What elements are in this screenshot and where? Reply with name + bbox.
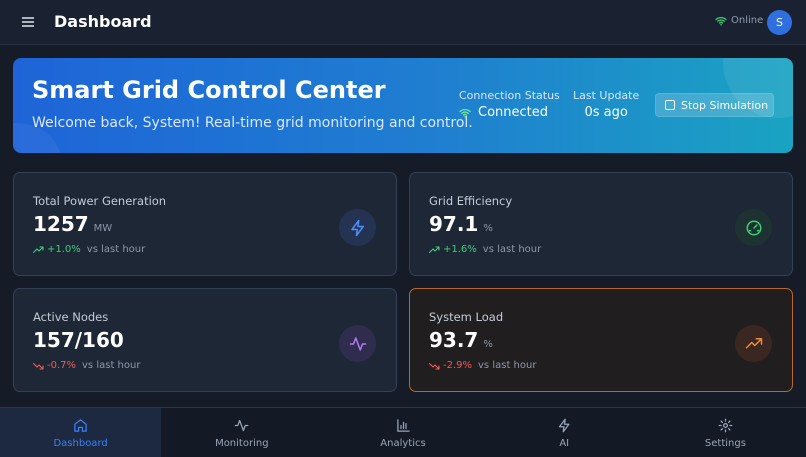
trend-value: +1.6% — [443, 244, 477, 255]
activity-icon — [234, 419, 249, 432]
nav-item-monitoring[interactable]: Monitoring — [161, 408, 322, 457]
metric-unit: % — [483, 223, 493, 234]
trend-suffix: vs last hour — [482, 244, 542, 255]
metric-label: System Load — [429, 310, 504, 324]
banner-subtitle: Welcome back, System! Real-time grid mon… — [32, 115, 473, 131]
nav-item-analytics[interactable]: Analytics — [322, 408, 483, 457]
trend-value: +1.0% — [47, 244, 81, 255]
banner-title: Smart Grid Control Center — [32, 76, 386, 104]
wifi-icon — [715, 16, 727, 26]
connection-indicator: Online — [715, 15, 763, 26]
menu-button[interactable] — [20, 14, 36, 30]
welcome-banner: Smart Grid Control Center Welcome back, … — [13, 58, 793, 153]
trend-suffix: vs last hour — [86, 244, 146, 255]
gear-icon — [718, 418, 733, 433]
metric-label: Active Nodes — [33, 310, 109, 324]
metric-label: Total Power Generation — [33, 194, 167, 208]
trending-up-icon — [735, 325, 772, 362]
lightning-icon — [339, 209, 376, 246]
trend-value: -2.9% — [443, 360, 473, 371]
nav-item-settings[interactable]: Settings — [645, 408, 806, 457]
metric-unit: MW — [93, 223, 113, 234]
connection-status-label: Connection Status — [459, 89, 560, 102]
connection-status: Connection Status Connected — [459, 89, 560, 120]
nav-label: Monitoring — [215, 438, 269, 449]
metric-value: 97.1 — [429, 212, 479, 236]
nav-item-ai[interactable]: AI — [484, 408, 645, 457]
bottom-nav: Dashboard Monitoring Analytics AI Settin… — [0, 407, 806, 457]
metric-card-load[interactable]: System Load 93.7 % -2.9% vs last hour — [409, 288, 793, 392]
nav-label: AI — [559, 438, 570, 449]
metric-trend: +1.6% vs last hour — [429, 244, 541, 255]
nav-label: Analytics — [380, 438, 426, 449]
last-update-value: 0s ago — [584, 105, 628, 120]
hamburger-icon — [22, 17, 34, 27]
metric-trend: -2.9% vs last hour — [429, 360, 536, 371]
gauge-icon — [735, 209, 772, 246]
trend-up-icon — [429, 245, 440, 253]
metric-value: 93.7 — [429, 328, 479, 352]
metric-value: 157/160 — [33, 328, 124, 352]
last-update-label: Last Update — [573, 89, 640, 102]
nav-label: Settings — [704, 438, 746, 449]
top-bar: Dashboard Online S — [0, 0, 806, 45]
wifi-icon — [459, 108, 471, 118]
metric-trend: -0.7% vs last hour — [33, 360, 140, 371]
metric-card-efficiency[interactable]: Grid Efficiency 97.1 % +1.6% vs last hou… — [409, 172, 793, 276]
nav-item-dashboard[interactable]: Dashboard — [0, 408, 162, 457]
metric-unit: % — [483, 339, 493, 350]
connection-status-value: Connected — [478, 105, 549, 120]
trend-down-icon — [33, 362, 44, 370]
metric-trend: +1.0% vs last hour — [33, 244, 145, 255]
stop-simulation-button[interactable]: Stop Simulation — [655, 93, 774, 117]
activity-icon — [339, 325, 376, 362]
app-title: Dashboard — [54, 12, 152, 31]
home-icon — [74, 419, 87, 432]
trend-value: -0.7% — [47, 360, 77, 371]
metric-label: Grid Efficiency — [429, 194, 513, 208]
trend-up-icon — [33, 245, 44, 253]
avatar[interactable]: S — [767, 10, 792, 35]
bar-chart-icon — [396, 419, 410, 432]
trend-suffix: vs last hour — [478, 360, 537, 371]
last-update: Last Update 0s ago — [573, 89, 639, 120]
lightning-icon — [558, 418, 570, 433]
trend-down-icon — [429, 362, 440, 370]
metric-card-power[interactable]: Total Power Generation 1257 MW +1.0% vs … — [13, 172, 397, 276]
metric-card-nodes[interactable]: Active Nodes 157/160 -0.7% vs last hour — [13, 288, 397, 392]
metric-value: 1257 — [33, 212, 89, 236]
stop-simulation-label: Stop Simulation — [681, 98, 769, 112]
trend-suffix: vs last hour — [82, 360, 141, 371]
status-text: Online — [731, 15, 764, 26]
nav-label: Dashboard — [53, 438, 108, 449]
stop-icon — [665, 100, 675, 110]
